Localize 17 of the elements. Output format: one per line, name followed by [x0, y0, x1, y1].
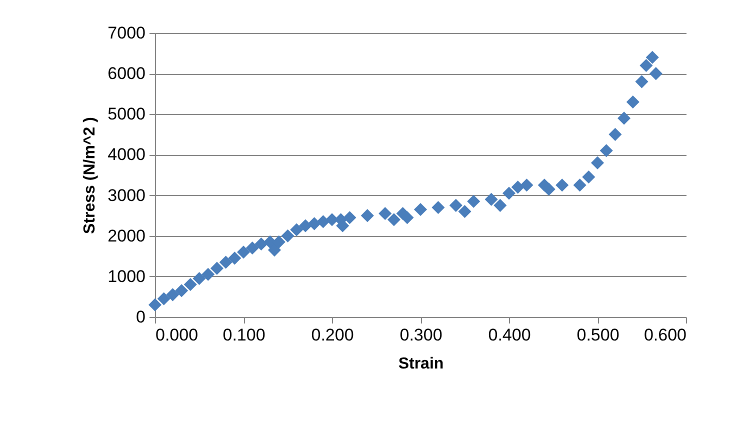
y-tick-label: 1000 — [108, 266, 146, 286]
y-axis-title: Stress (N/m^2 ) — [82, 117, 99, 234]
y-tick-label: 3000 — [108, 186, 146, 205]
y-tick-label: 4000 — [108, 145, 146, 164]
y-tick-label: 7000 — [108, 24, 146, 42]
y-tick-label: 2000 — [108, 226, 146, 246]
x-tick-label: 0.000 — [156, 326, 198, 344]
x-axis-title: Strain — [398, 356, 444, 372]
x-tick-label: 0.600 — [644, 326, 686, 344]
x-tick-label: 0.200 — [311, 326, 354, 344]
y-tick-label: 0 — [136, 308, 146, 326]
y-tick-label: 5000 — [108, 104, 146, 124]
x-tick-label: 0.300 — [400, 326, 442, 344]
x-tick-label: 0.100 — [222, 326, 266, 344]
y-tick-label: 6000 — [108, 64, 146, 84]
x-tick-label: 0.500 — [576, 326, 620, 344]
x-tick-label: 0.400 — [488, 326, 531, 344]
